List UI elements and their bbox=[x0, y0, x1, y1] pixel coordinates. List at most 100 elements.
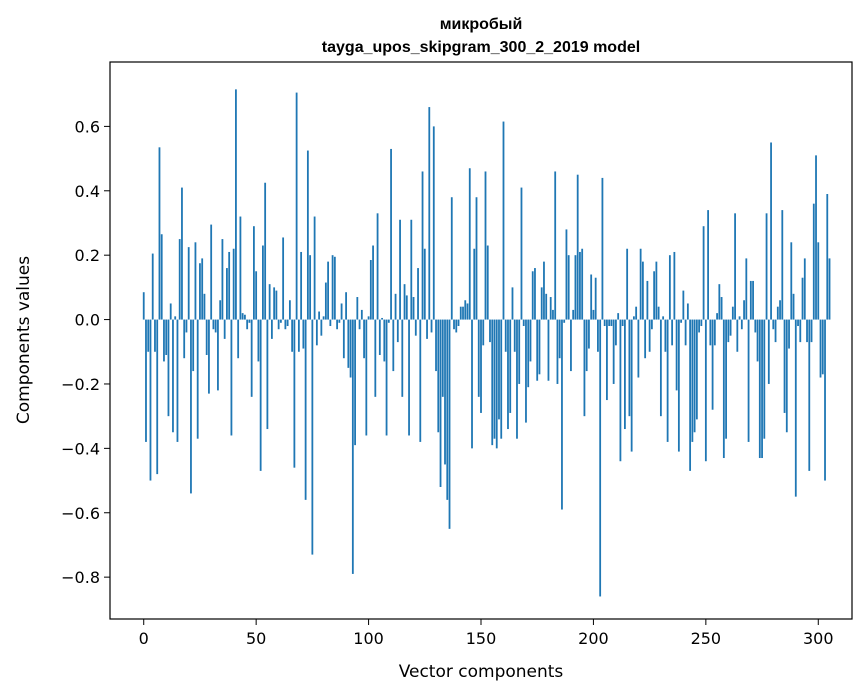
bar bbox=[473, 248, 476, 320]
x-tick-label: 200 bbox=[578, 629, 609, 648]
bar bbox=[704, 319, 707, 462]
bar bbox=[590, 274, 593, 320]
bar bbox=[441, 319, 444, 397]
bar bbox=[792, 293, 795, 320]
bar bbox=[444, 319, 446, 465]
bar bbox=[270, 319, 273, 339]
bar bbox=[511, 287, 514, 320]
bar bbox=[262, 245, 264, 320]
bar bbox=[401, 319, 404, 397]
bar bbox=[628, 319, 631, 417]
bar bbox=[212, 319, 215, 330]
bar bbox=[192, 319, 195, 372]
bar bbox=[570, 319, 572, 372]
bar bbox=[221, 239, 224, 320]
bar bbox=[237, 319, 240, 359]
bar bbox=[327, 261, 329, 320]
bar bbox=[671, 319, 674, 346]
bar bbox=[810, 319, 813, 343]
bar bbox=[633, 316, 635, 320]
bar bbox=[621, 319, 624, 327]
bar bbox=[185, 319, 188, 333]
bar bbox=[205, 319, 208, 355]
bar bbox=[525, 319, 527, 423]
bar bbox=[219, 300, 222, 320]
bar bbox=[615, 319, 617, 346]
bar bbox=[493, 319, 496, 439]
bar bbox=[385, 319, 388, 436]
bar bbox=[428, 107, 431, 320]
bar bbox=[145, 319, 147, 442]
bar bbox=[414, 319, 417, 336]
bars-group bbox=[142, 89, 831, 597]
bar bbox=[486, 245, 489, 320]
bar bbox=[399, 219, 401, 320]
bar bbox=[543, 261, 545, 320]
bar bbox=[275, 290, 278, 320]
bar bbox=[594, 277, 597, 320]
bar bbox=[226, 268, 228, 320]
bar bbox=[680, 319, 683, 323]
bar bbox=[421, 171, 424, 320]
bar bbox=[785, 319, 788, 433]
y-tick-label: −0.6 bbox=[61, 504, 100, 523]
bar bbox=[534, 268, 536, 320]
bar bbox=[257, 319, 260, 362]
bar bbox=[495, 319, 498, 449]
bar bbox=[653, 271, 656, 320]
y-tick-label: −0.8 bbox=[61, 568, 100, 587]
bar bbox=[666, 319, 669, 442]
bar bbox=[545, 293, 548, 320]
bar bbox=[772, 319, 775, 330]
bar bbox=[749, 280, 752, 320]
bar bbox=[390, 148, 392, 320]
bar bbox=[650, 319, 653, 330]
bar bbox=[637, 319, 640, 378]
bar bbox=[246, 319, 249, 330]
bar bbox=[761, 319, 763, 459]
bar bbox=[381, 317, 383, 320]
bar bbox=[372, 245, 374, 320]
bar bbox=[644, 319, 647, 359]
bar bbox=[297, 319, 300, 352]
bar bbox=[450, 197, 453, 320]
bar bbox=[821, 319, 824, 375]
bar bbox=[491, 319, 494, 446]
bar bbox=[745, 258, 748, 320]
bar bbox=[455, 319, 458, 333]
bar bbox=[196, 319, 199, 439]
bar bbox=[351, 319, 354, 574]
bar bbox=[684, 319, 687, 346]
bar bbox=[498, 319, 500, 420]
bar bbox=[183, 319, 186, 359]
bar bbox=[336, 319, 338, 330]
bar bbox=[475, 197, 478, 320]
bar bbox=[273, 287, 276, 320]
bar bbox=[624, 319, 626, 430]
bar bbox=[369, 260, 372, 320]
bar bbox=[208, 319, 210, 394]
chart-subtitle: tayga_upos_skipgram_300_2_2019 model bbox=[322, 39, 640, 56]
bar bbox=[648, 319, 651, 352]
bar bbox=[612, 319, 615, 384]
bar bbox=[529, 319, 532, 362]
bar bbox=[507, 319, 509, 430]
bar bbox=[549, 297, 552, 320]
bar bbox=[585, 319, 588, 372]
bar bbox=[244, 314, 246, 320]
bar bbox=[387, 319, 390, 323]
bar bbox=[255, 271, 258, 320]
bar bbox=[199, 263, 201, 320]
bar bbox=[725, 319, 727, 439]
bar bbox=[646, 280, 649, 320]
bar bbox=[547, 319, 550, 381]
bar bbox=[210, 224, 213, 320]
plot-frame bbox=[109, 61, 853, 620]
bar bbox=[354, 319, 356, 446]
bar bbox=[655, 261, 658, 320]
bar bbox=[345, 292, 347, 320]
bar bbox=[464, 300, 467, 320]
y-tick-label: 0.6 bbox=[75, 117, 100, 136]
bar bbox=[484, 171, 487, 320]
